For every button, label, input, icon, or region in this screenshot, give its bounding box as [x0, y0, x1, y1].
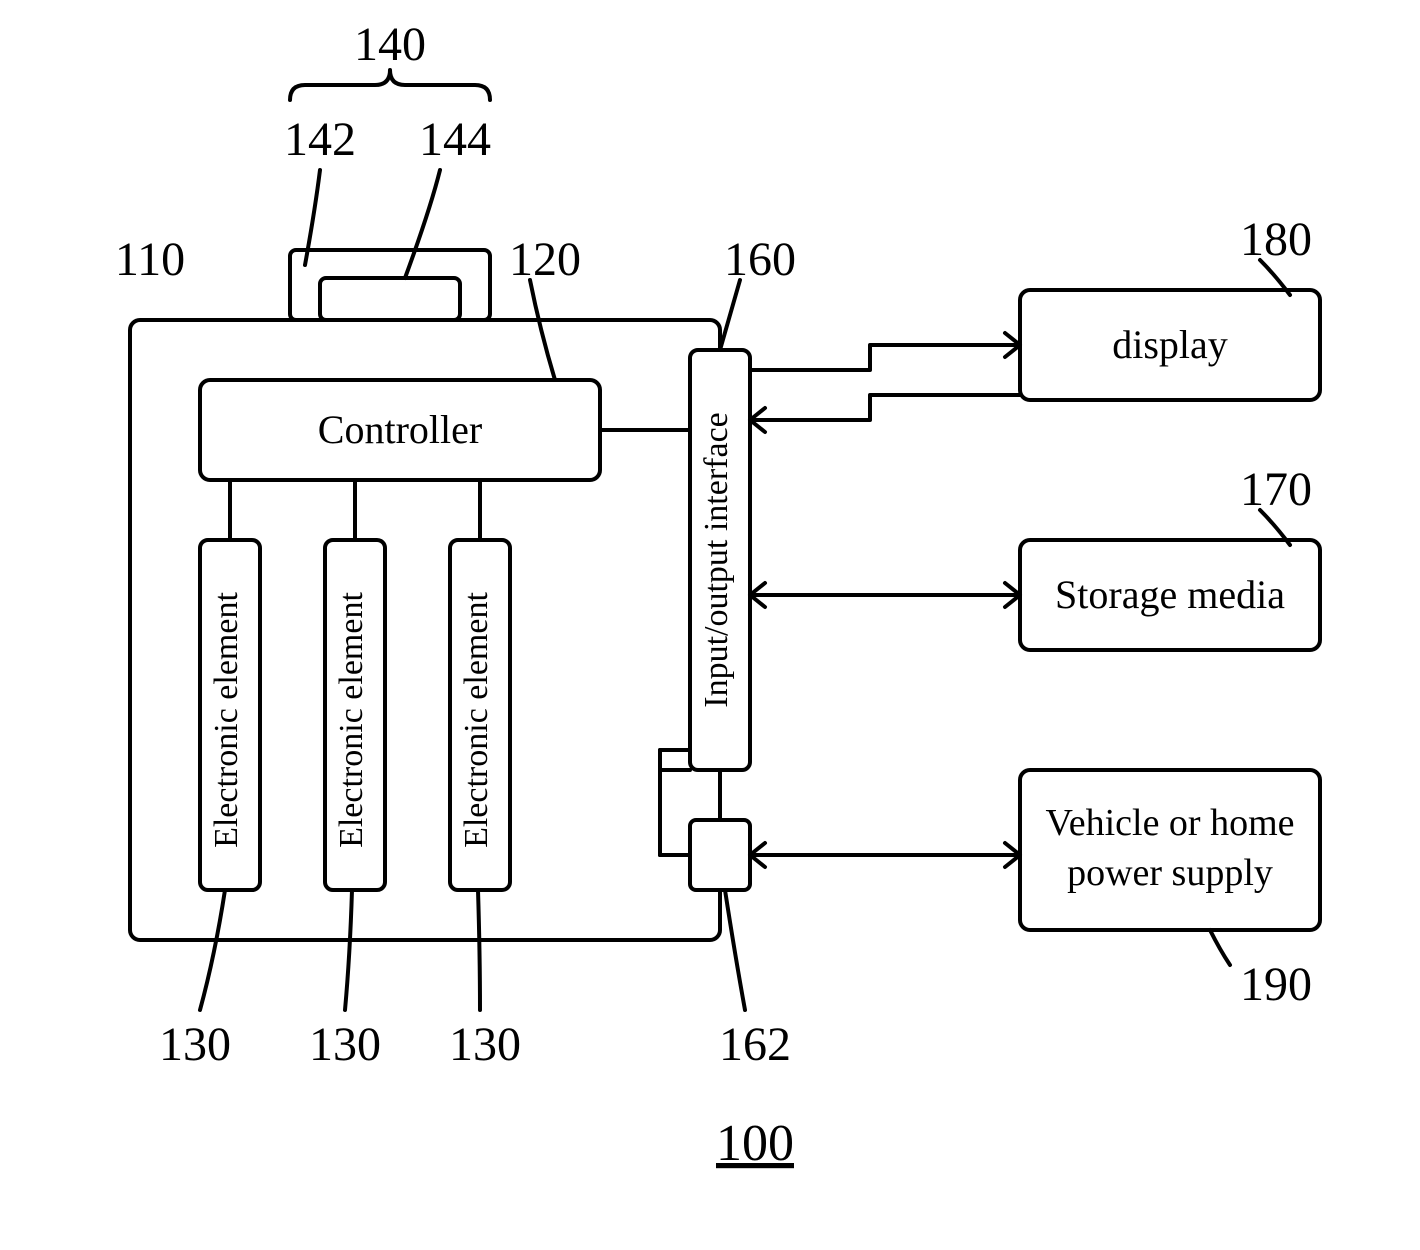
label-142: 142: [284, 113, 356, 166]
label-190: 190: [1240, 958, 1312, 1011]
label-180: 180: [1240, 213, 1312, 266]
electronic-1-text: Electronic element: [208, 592, 245, 848]
electronic-3-text: Electronic element: [458, 592, 495, 848]
controller-text: Controller: [318, 407, 482, 452]
power-box: [1020, 770, 1320, 930]
label-170: 170: [1240, 463, 1312, 516]
label-140: 140: [354, 18, 426, 71]
leader-162: [725, 890, 745, 1010]
label-160: 160: [724, 233, 796, 286]
figure-number: 100: [716, 1115, 794, 1172]
connector-162: [690, 820, 750, 890]
display-text: display: [1112, 322, 1228, 367]
electronic-2-text: Electronic element: [333, 592, 370, 848]
block-diagram: 140 142 144 110 120 160 180 170 190 130 …: [0, 0, 1420, 1245]
label-130c: 130: [449, 1018, 521, 1071]
label-110: 110: [115, 233, 185, 286]
leader-130a: [200, 890, 225, 1010]
leader-190: [1210, 930, 1230, 965]
leader-144: [405, 170, 440, 278]
power-text-1: Vehicle or home: [1045, 802, 1294, 844]
label-130a: 130: [159, 1018, 231, 1071]
leader-160: [720, 280, 740, 350]
leader-130c: [478, 890, 480, 1010]
label-144: 144: [419, 113, 491, 166]
storage-text: Storage media: [1055, 572, 1285, 617]
leader-130b: [345, 890, 352, 1010]
label-162: 162: [719, 1018, 791, 1071]
power-text-2: power supply: [1067, 852, 1273, 894]
handle-inner: [320, 278, 460, 320]
label-130b: 130: [309, 1018, 381, 1071]
io-text: Input/output interface: [698, 412, 735, 708]
brace-140: [290, 70, 490, 100]
label-120: 120: [509, 233, 581, 286]
leader-120: [530, 280, 555, 380]
